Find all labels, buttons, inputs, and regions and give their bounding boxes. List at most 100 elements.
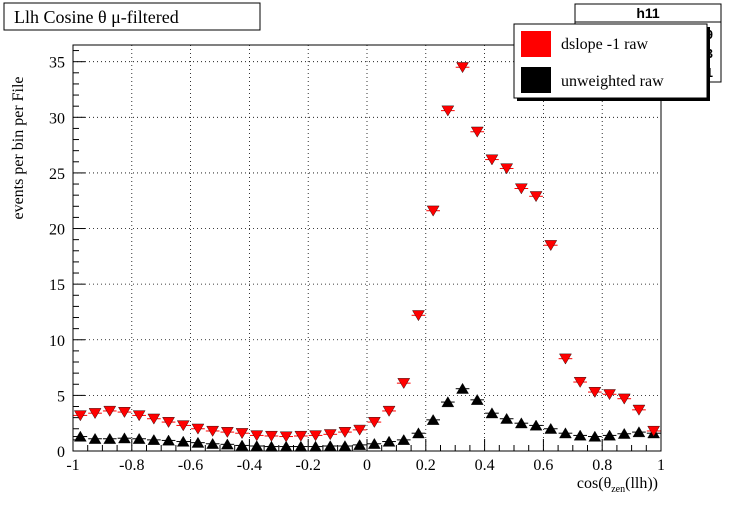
unweighted-raw-point [235, 439, 249, 451]
legend-label-dslope: dslope -1 raw [561, 36, 649, 53]
dslope-raw-point [265, 430, 278, 442]
x-tick-label: -0.8 [119, 457, 144, 474]
unweighted-raw-point [118, 432, 131, 444]
unweighted-raw-point [485, 407, 499, 419]
unweighted-raw-point [559, 427, 572, 439]
dslope-raw-point [353, 424, 366, 436]
dslope-raw-point [617, 393, 631, 405]
stats-box-title: h11 [636, 5, 660, 21]
unweighted-raw-point [74, 430, 87, 442]
dslope-raw-point [588, 387, 602, 398]
dslope-raw-point [559, 353, 572, 365]
grid-lines [73, 45, 661, 451]
dslope-raw-point [323, 429, 337, 441]
dslope-raw-point [309, 430, 322, 442]
dslope-raw-point [573, 377, 587, 388]
unweighted-raw-point [265, 440, 278, 452]
legend: dslope -1 raw unweighted raw [513, 23, 710, 101]
unweighted-raw-point [397, 434, 411, 445]
chart-title: Llh Cosine θ μ-filtered [14, 7, 179, 27]
y-tick-label: 10 [49, 333, 65, 350]
y-tick-label: 20 [49, 222, 65, 239]
data-series [73, 62, 661, 452]
dslope-raw-point [191, 423, 205, 435]
dslope-raw-point [132, 410, 146, 422]
y-tick-label: 0 [57, 444, 65, 461]
unweighted-raw-point [412, 427, 425, 439]
unweighted-raw-point [132, 432, 146, 444]
x-tick-label: 0.2 [416, 457, 436, 474]
dslope-raw-point [485, 154, 499, 166]
dslope-raw-point [603, 389, 616, 401]
x-tick-label: 0.6 [533, 457, 553, 474]
unweighted-raw-point [279, 440, 293, 452]
unweighted-raw-point [441, 396, 455, 408]
y-tick-label: 35 [49, 55, 65, 72]
unweighted-raw-point [382, 435, 396, 447]
dslope-raw-point [162, 417, 175, 428]
unweighted-raw-point [603, 429, 616, 441]
unweighted-raw-point [250, 440, 264, 451]
unweighted-raw-point [294, 440, 308, 452]
x-tick-label: 0.4 [475, 457, 495, 474]
x-tick-label: -1 [66, 457, 79, 474]
x-axis-label: cos(θzen(llh)) [577, 475, 658, 495]
legend-swatch-dslope [521, 31, 551, 57]
dslope-raw-point [235, 428, 249, 439]
dslope-raw-point [221, 427, 234, 438]
dslope-raw-point [647, 425, 660, 437]
unweighted-raw-point [323, 440, 337, 451]
dslope-raw-point [426, 205, 440, 217]
dslope-raw-point [412, 310, 425, 322]
x-tick-label: 0 [363, 457, 371, 474]
unweighted-raw-point [588, 430, 602, 442]
unweighted-raw-point [456, 382, 469, 394]
dslope-raw-point [632, 404, 646, 416]
unweighted-raw-point [206, 437, 219, 449]
unweighted-raw-point [147, 434, 161, 445]
dslope-raw-point [103, 405, 117, 417]
y-axis-label: events per bin per File [10, 76, 27, 219]
unweighted-raw-point [632, 426, 646, 438]
unweighted-raw-point [368, 437, 381, 449]
dslope-raw-point [88, 408, 102, 419]
dslope-raw-point [279, 431, 293, 443]
unweighted-raw-point [426, 414, 440, 425]
dslope-raw-point [206, 425, 219, 437]
unweighted-raw-point [162, 434, 175, 446]
unweighted-raw-point [191, 436, 205, 448]
dslope-raw-point [382, 405, 396, 417]
unweighted-raw-point [88, 432, 102, 444]
legend-label-unweighted: unweighted raw [561, 73, 664, 90]
unweighted-raw-point [176, 435, 190, 447]
unweighted-raw-point [617, 427, 631, 439]
dslope-raw-point [500, 163, 513, 175]
y-tick-label: 25 [49, 166, 65, 183]
unweighted-raw-point [515, 417, 528, 429]
unweighted-raw-point [500, 412, 513, 424]
unweighted-raw-point [338, 440, 352, 451]
unweighted-raw-point [470, 394, 484, 405]
unweighted-raw-point [309, 440, 322, 452]
unweighted-raw-point [544, 422, 558, 434]
axes: -1 -0.8 -0.6 -0.4 -0.2 0 0.2 0.4 0.6 0.8 105101520… [49, 50, 665, 474]
x-tick-label: -0.4 [237, 457, 262, 474]
dslope-raw-point [515, 183, 528, 195]
dslope-raw-point [456, 62, 469, 74]
x-tick-label: -0.6 [178, 457, 203, 474]
dslope-raw-point [176, 420, 190, 432]
dslope-raw-point [74, 410, 87, 422]
dslope-raw-point [441, 105, 455, 117]
unweighted-raw-point [103, 432, 117, 444]
unweighted-raw-point [221, 438, 234, 450]
legend-swatch-unweighted [521, 67, 551, 93]
y-tick-label: 30 [49, 110, 65, 127]
unweighted-raw-group [73, 382, 661, 452]
dslope-raw-point [529, 191, 543, 203]
y-tick-label: 5 [57, 388, 65, 405]
dslope-raw-group [73, 62, 661, 443]
x-tick-label: 0.8 [592, 457, 612, 474]
x-tick-label: 1 [657, 457, 665, 474]
dslope-raw-point [118, 407, 131, 418]
